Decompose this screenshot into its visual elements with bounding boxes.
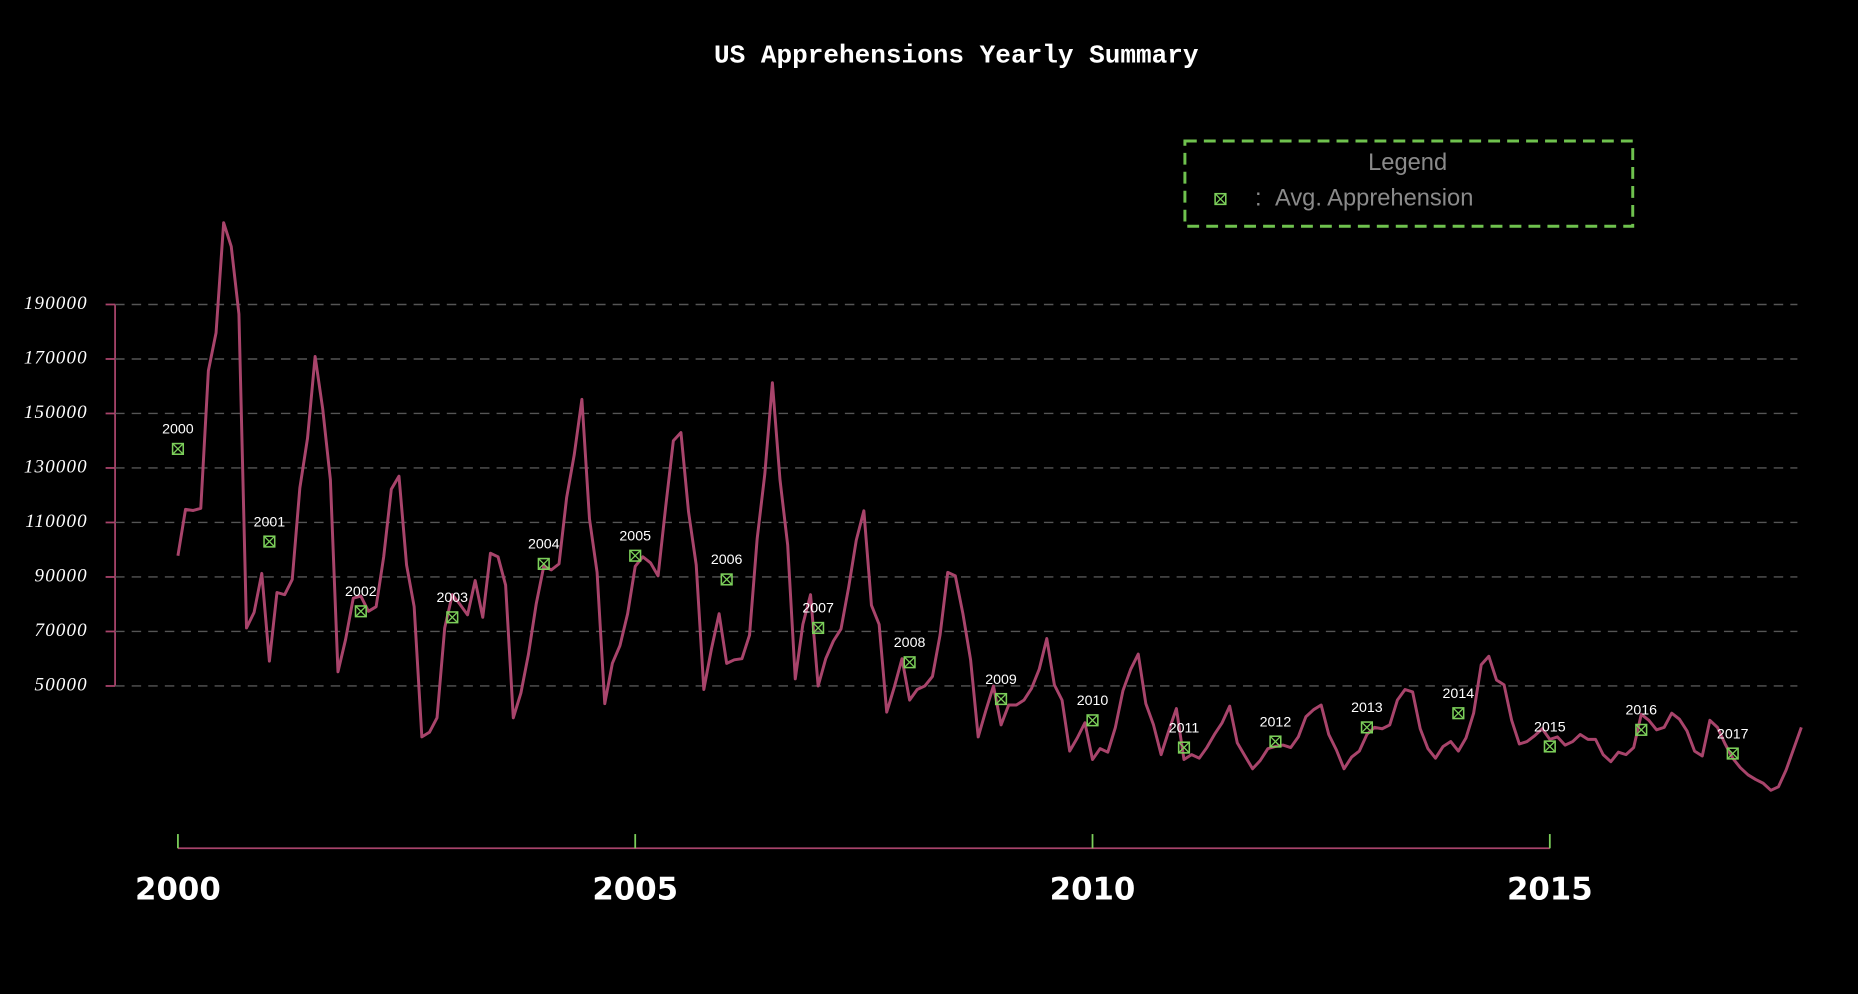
point-label: 2015 xyxy=(1534,719,1566,735)
avg-marker xyxy=(812,621,825,635)
avg-marker xyxy=(1269,735,1282,748)
marker-cross xyxy=(446,611,459,624)
point-label: 2003 xyxy=(436,590,468,606)
point-label: 2017 xyxy=(1717,726,1749,742)
point-label: 2016 xyxy=(1625,703,1657,719)
avg-marker xyxy=(537,557,550,570)
legend-label: Avg. Apprehension xyxy=(1275,185,1473,211)
marker-box xyxy=(263,535,276,548)
y-tick-label: 110000 xyxy=(25,511,88,532)
chart-title: US Apprehensions Yearly Summary xyxy=(714,41,1199,71)
marker-box xyxy=(994,692,1008,706)
point-label: 2007 xyxy=(802,601,834,617)
marker-cross xyxy=(1178,741,1190,754)
marker-cross xyxy=(995,693,1007,705)
marker-box xyxy=(629,549,642,562)
avg-marker xyxy=(720,573,733,586)
legend-separator: : xyxy=(1255,185,1262,211)
point-label: 2002 xyxy=(345,584,377,600)
marker-cross xyxy=(537,558,550,570)
marker-box xyxy=(812,621,825,635)
marker-cross xyxy=(812,622,824,634)
x-tick-label: 2015 xyxy=(1507,871,1593,907)
point-label: 2006 xyxy=(711,552,743,568)
y-tick-label: 170000 xyxy=(24,347,88,368)
marker-box xyxy=(720,573,733,586)
marker-cross xyxy=(903,656,916,669)
marker-box xyxy=(446,611,459,624)
marker-cross xyxy=(355,605,367,618)
x-tick-label: 2000 xyxy=(135,871,221,907)
avg-marker xyxy=(1635,723,1648,736)
marker-cross xyxy=(629,549,642,562)
point-label: 2013 xyxy=(1351,700,1383,716)
marker-cross xyxy=(1635,724,1648,736)
marker-cross xyxy=(263,535,276,548)
marker-cross xyxy=(1214,193,1227,205)
point-label: 2001 xyxy=(254,514,286,530)
avg-marker xyxy=(263,535,276,548)
marker-cross xyxy=(1544,740,1556,753)
y-tick-label: 130000 xyxy=(24,456,88,477)
marker-cross xyxy=(1086,714,1099,727)
marker-box xyxy=(903,656,916,669)
avg-marker xyxy=(903,656,916,669)
marker-box xyxy=(1360,721,1373,734)
y-tick-label: 70000 xyxy=(35,620,88,641)
marker-cross xyxy=(1452,707,1465,720)
avg-marker xyxy=(1543,740,1556,753)
point-label: 2012 xyxy=(1260,714,1292,730)
avg-marker xyxy=(1177,741,1191,754)
legend-box xyxy=(1183,139,1635,228)
avg-marker xyxy=(1452,707,1465,720)
avg-marker xyxy=(446,611,459,624)
marker-cross xyxy=(1269,735,1282,748)
marker-box xyxy=(1269,735,1282,748)
avg-marker xyxy=(994,692,1008,706)
y-tick-label: 150000 xyxy=(24,402,88,423)
marker-box xyxy=(1635,723,1648,736)
avg-marker xyxy=(171,442,185,456)
point-label: 2000 xyxy=(162,422,194,438)
marker-box xyxy=(1214,192,1227,206)
marker-cross xyxy=(172,443,184,455)
marker-box xyxy=(1726,747,1739,760)
marker-cross xyxy=(720,573,733,586)
marker-box xyxy=(1543,740,1556,753)
marker-box xyxy=(171,442,185,456)
point-label: 2010 xyxy=(1077,693,1109,709)
data-line xyxy=(176,221,1803,792)
marker-box xyxy=(354,605,367,618)
y-tick-label: 50000 xyxy=(35,674,88,695)
marker-box xyxy=(1086,714,1099,727)
avg-marker xyxy=(354,605,367,618)
y-tick-label: 90000 xyxy=(35,565,88,586)
point-label: 2014 xyxy=(1443,686,1475,702)
x-tick-label: 2010 xyxy=(1050,871,1136,907)
point-label: 2009 xyxy=(985,672,1017,688)
avg-marker xyxy=(1726,747,1739,760)
avg-marker xyxy=(1360,721,1373,734)
y-tick-label: 190000 xyxy=(24,293,88,314)
marker-cross xyxy=(1361,721,1373,734)
avg-marker xyxy=(629,549,642,562)
marker-box xyxy=(1177,741,1191,754)
point-label: 2005 xyxy=(619,529,651,545)
marker-cross xyxy=(1726,747,1739,760)
point-label: 2011 xyxy=(1169,720,1200,736)
marker-box xyxy=(537,557,550,570)
legend-title: Legend xyxy=(1368,150,1447,176)
avg-marker xyxy=(1086,714,1099,727)
marker-box xyxy=(1452,707,1465,720)
point-label: 2008 xyxy=(894,635,926,651)
legend-marker xyxy=(1214,192,1227,206)
point-label: 2004 xyxy=(528,537,560,553)
x-tick-label: 2005 xyxy=(592,871,678,907)
